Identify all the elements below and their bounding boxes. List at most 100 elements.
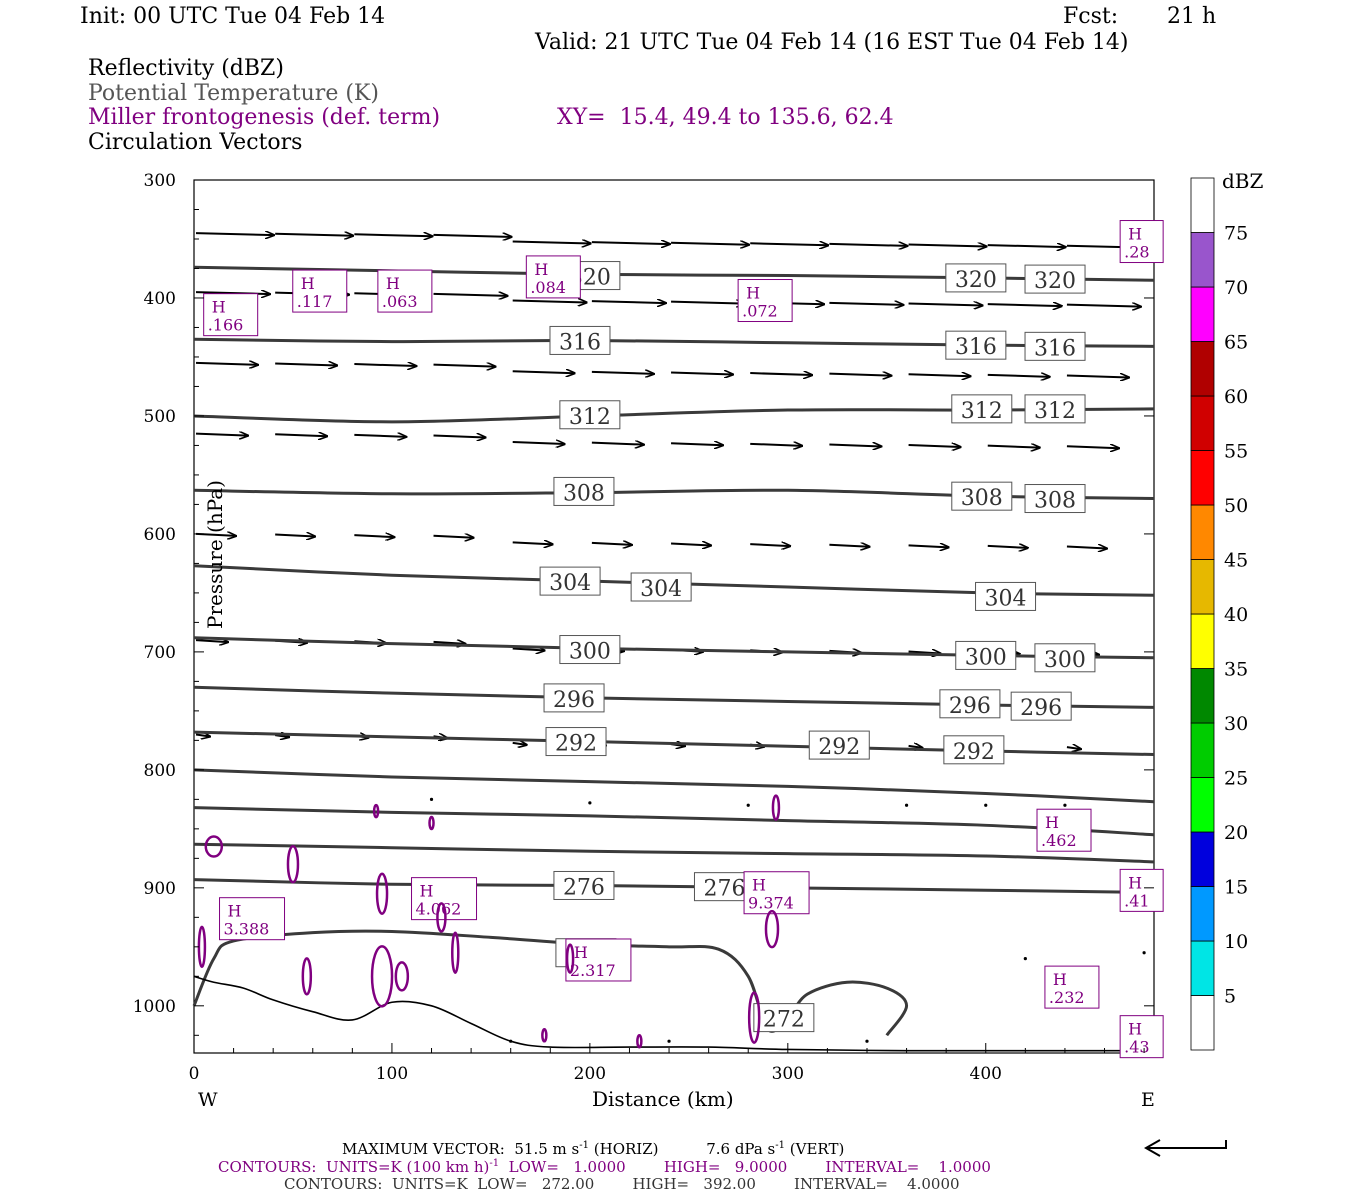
vector-dot bbox=[865, 1039, 869, 1043]
vector-dot bbox=[1023, 957, 1027, 961]
frontogenesis-max-value: .117 bbox=[297, 292, 333, 311]
frontogenesis-max-label: H bbox=[1128, 1020, 1142, 1039]
colorbar-tick-label: 10 bbox=[1224, 931, 1248, 953]
colorbar-swatch bbox=[1190, 831, 1215, 887]
vector-dot bbox=[904, 803, 909, 807]
circulation-vector bbox=[512, 743, 527, 745]
theta-label-276: 276 bbox=[703, 877, 745, 902]
circulation-vector bbox=[275, 234, 353, 236]
theta-label-box bbox=[975, 581, 1037, 611]
vector-dot bbox=[1142, 951, 1146, 955]
theta-contour-288 bbox=[193, 768, 1155, 804]
valid-time: Valid: 21 UTC Tue 04 Feb 14 (16 EST Tue … bbox=[535, 30, 1129, 55]
frontogenesis-max-label: H bbox=[534, 260, 548, 279]
theta-label-box bbox=[1024, 331, 1086, 361]
theta-label-box bbox=[1024, 264, 1086, 294]
theta-label-box bbox=[545, 727, 607, 757]
theta-label-308: 308 bbox=[961, 486, 1003, 511]
frontogenesis-max-label: H bbox=[386, 274, 400, 293]
frontogenesis-contour bbox=[436, 902, 447, 933]
theta-label-box bbox=[939, 689, 1001, 719]
frontogenesis-contour bbox=[197, 925, 207, 969]
forecast-hour: 21 h bbox=[1167, 4, 1217, 29]
x-axis-label: Distance (km) bbox=[592, 1087, 734, 1111]
circulation-vector bbox=[354, 535, 394, 537]
field-potential-temperature: Potential Temperature (K) bbox=[88, 81, 379, 106]
theta-label-box bbox=[543, 683, 605, 713]
theta-label-296: 296 bbox=[949, 694, 991, 719]
theta-contour-276 bbox=[193, 878, 1155, 895]
colorbar-swatch bbox=[1190, 450, 1215, 506]
colorbar-tick-label: 75 bbox=[1224, 223, 1248, 245]
theta-contour-280 bbox=[193, 842, 1155, 864]
frontogenesis-contour bbox=[372, 803, 380, 819]
circulation-vector bbox=[987, 304, 1062, 306]
colorbar-swatch bbox=[1190, 668, 1215, 724]
circulation-vector bbox=[433, 536, 474, 538]
vector-dot bbox=[1063, 803, 1067, 807]
circulation-vector bbox=[512, 371, 575, 373]
circulation-vector bbox=[354, 435, 406, 437]
circulation-vector bbox=[829, 303, 903, 305]
y-tick-label: 900 bbox=[144, 879, 176, 899]
frontogenesis-max-value: .063 bbox=[382, 292, 418, 311]
theta-label-304: 304 bbox=[640, 577, 682, 602]
circulation-vector bbox=[433, 365, 496, 367]
theta-label-box bbox=[553, 870, 615, 900]
frontogenesis-max-value: .43 bbox=[1124, 1038, 1149, 1057]
colorbar-swatch bbox=[1190, 940, 1215, 996]
circulation-vector bbox=[195, 734, 210, 736]
theta-label-272: 272 bbox=[763, 1008, 805, 1033]
theta-label-box bbox=[951, 394, 1013, 424]
circulation-vector bbox=[591, 372, 654, 374]
theta-contour-272 bbox=[192, 929, 909, 1037]
circulation-vector bbox=[195, 233, 274, 235]
frontogenesis-max-label: H bbox=[752, 876, 766, 895]
frontogenesis-max-label: H bbox=[212, 298, 226, 317]
colorbar-swatch bbox=[1190, 286, 1215, 342]
frontogenesis-max-box bbox=[1036, 808, 1092, 852]
circulation-vector bbox=[671, 372, 733, 374]
theta-label-320: 320 bbox=[1034, 269, 1076, 294]
theta-label-308: 308 bbox=[563, 481, 605, 506]
theta-label-320: 320 bbox=[955, 268, 997, 293]
circulation-vector bbox=[512, 542, 553, 544]
theta-label-292: 292 bbox=[953, 740, 995, 765]
colorbar-swatch bbox=[1190, 341, 1215, 397]
theta-label-296: 296 bbox=[1020, 696, 1062, 721]
theta-label-304: 304 bbox=[549, 571, 591, 596]
frontogenesis-contour bbox=[565, 943, 575, 974]
frontogenesis-max-label: H bbox=[301, 274, 315, 293]
theta-label-box bbox=[945, 330, 1007, 360]
frontogenesis-max-value: .072 bbox=[742, 302, 778, 321]
vector-dot bbox=[588, 801, 592, 805]
frontogenesis-max-label: H bbox=[1128, 225, 1142, 244]
frontogenesis-contour bbox=[764, 909, 780, 949]
frontogenesis-max-label: H bbox=[1128, 873, 1142, 892]
colorbar-swatch bbox=[1190, 395, 1215, 451]
frontogenesis-max-box bbox=[737, 279, 793, 323]
colorbar-tick-label: 35 bbox=[1224, 659, 1248, 681]
theta-label-312: 312 bbox=[569, 405, 611, 430]
theta-label-box bbox=[559, 400, 621, 430]
footer-frontogenesis-contours: CONTOURS: UNITS=K (100 km h)-1 LOW= 1.00… bbox=[218, 1158, 991, 1176]
circulation-vector bbox=[671, 443, 723, 445]
circulation-vector bbox=[1066, 305, 1141, 307]
vector-dot bbox=[429, 797, 434, 801]
colorbar-tick-label: 45 bbox=[1224, 550, 1248, 572]
circulation-vector bbox=[195, 434, 248, 436]
x-end-label-west: W bbox=[198, 1089, 218, 1111]
circulation-vector bbox=[591, 543, 632, 545]
theta-label-300: 300 bbox=[1044, 648, 1086, 673]
circulation-vector bbox=[1066, 747, 1081, 749]
circulation-vector bbox=[908, 303, 983, 305]
colorbar-tick-label: 5 bbox=[1224, 986, 1236, 1008]
colorbar-swatch bbox=[1190, 995, 1215, 1051]
circulation-vector bbox=[908, 746, 923, 748]
vector-dot bbox=[746, 803, 750, 807]
y-tick-label: 800 bbox=[144, 761, 176, 781]
frontogenesis-max-box bbox=[1044, 965, 1100, 1009]
y-tick-label: 600 bbox=[144, 525, 176, 545]
circulation-vector bbox=[275, 434, 327, 436]
